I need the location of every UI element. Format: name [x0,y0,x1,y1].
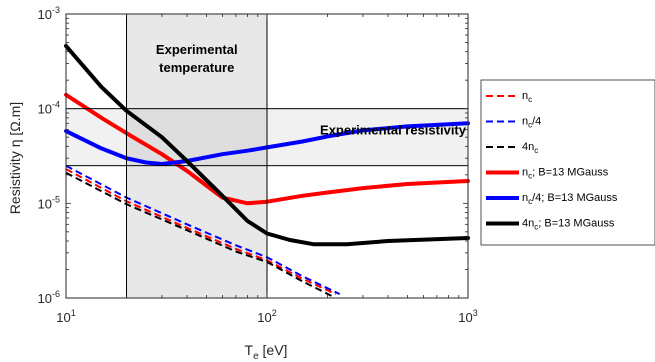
legend-label-n-c-b-13-mgauss: nc; B=13 MGauss [522,167,609,181]
y-tick-label: 10-3 [38,5,60,22]
axis-ticks [65,13,469,299]
annotation-resistivity: Experimental resistivity [320,123,467,138]
legend: nc nc/4 4nc nc; B=13 MGauss nc/4; B=13 MGaus… [480,79,655,246]
legend-label-n-c-4: nc/4 [522,116,541,130]
y-axis-label: Resistivity η [Ω.m] [7,102,23,214]
y-tick-label: 10-4 [38,100,60,117]
legend-box [480,79,655,246]
y-tick-label: 10-5 [38,194,60,211]
y-tick-label: 10-6 [38,289,60,306]
x-axis-label: Te [eV] [245,342,288,362]
annotation-temperature-line-1: Experimental [156,42,238,57]
annotation-temperature-line-2: temperature [159,60,234,75]
x-tick-label: 101 [56,308,75,325]
tick-labels: 101 102 103 10-6 10-5 10-4 10-3 [38,5,478,325]
x-tick-label: 102 [257,308,276,325]
legend-label-n-c: nc [522,90,532,104]
annotations: Experimental temperature Experimental resi… [156,42,467,138]
shaded-region-experimental-temperature [126,14,268,298]
legend-label-4n-c-b-13-mgauss: 4nc; B=13 MGauss [522,218,615,232]
series-line-n-c-4-b-13-mgauss [64,121,470,166]
x-tick-label: 103 [458,308,477,325]
legend-label-4n-c: 4nc [522,141,538,155]
legend-label-n-c-4-b-13-mgauss: nc/4; B=13 MGauss [522,192,618,206]
